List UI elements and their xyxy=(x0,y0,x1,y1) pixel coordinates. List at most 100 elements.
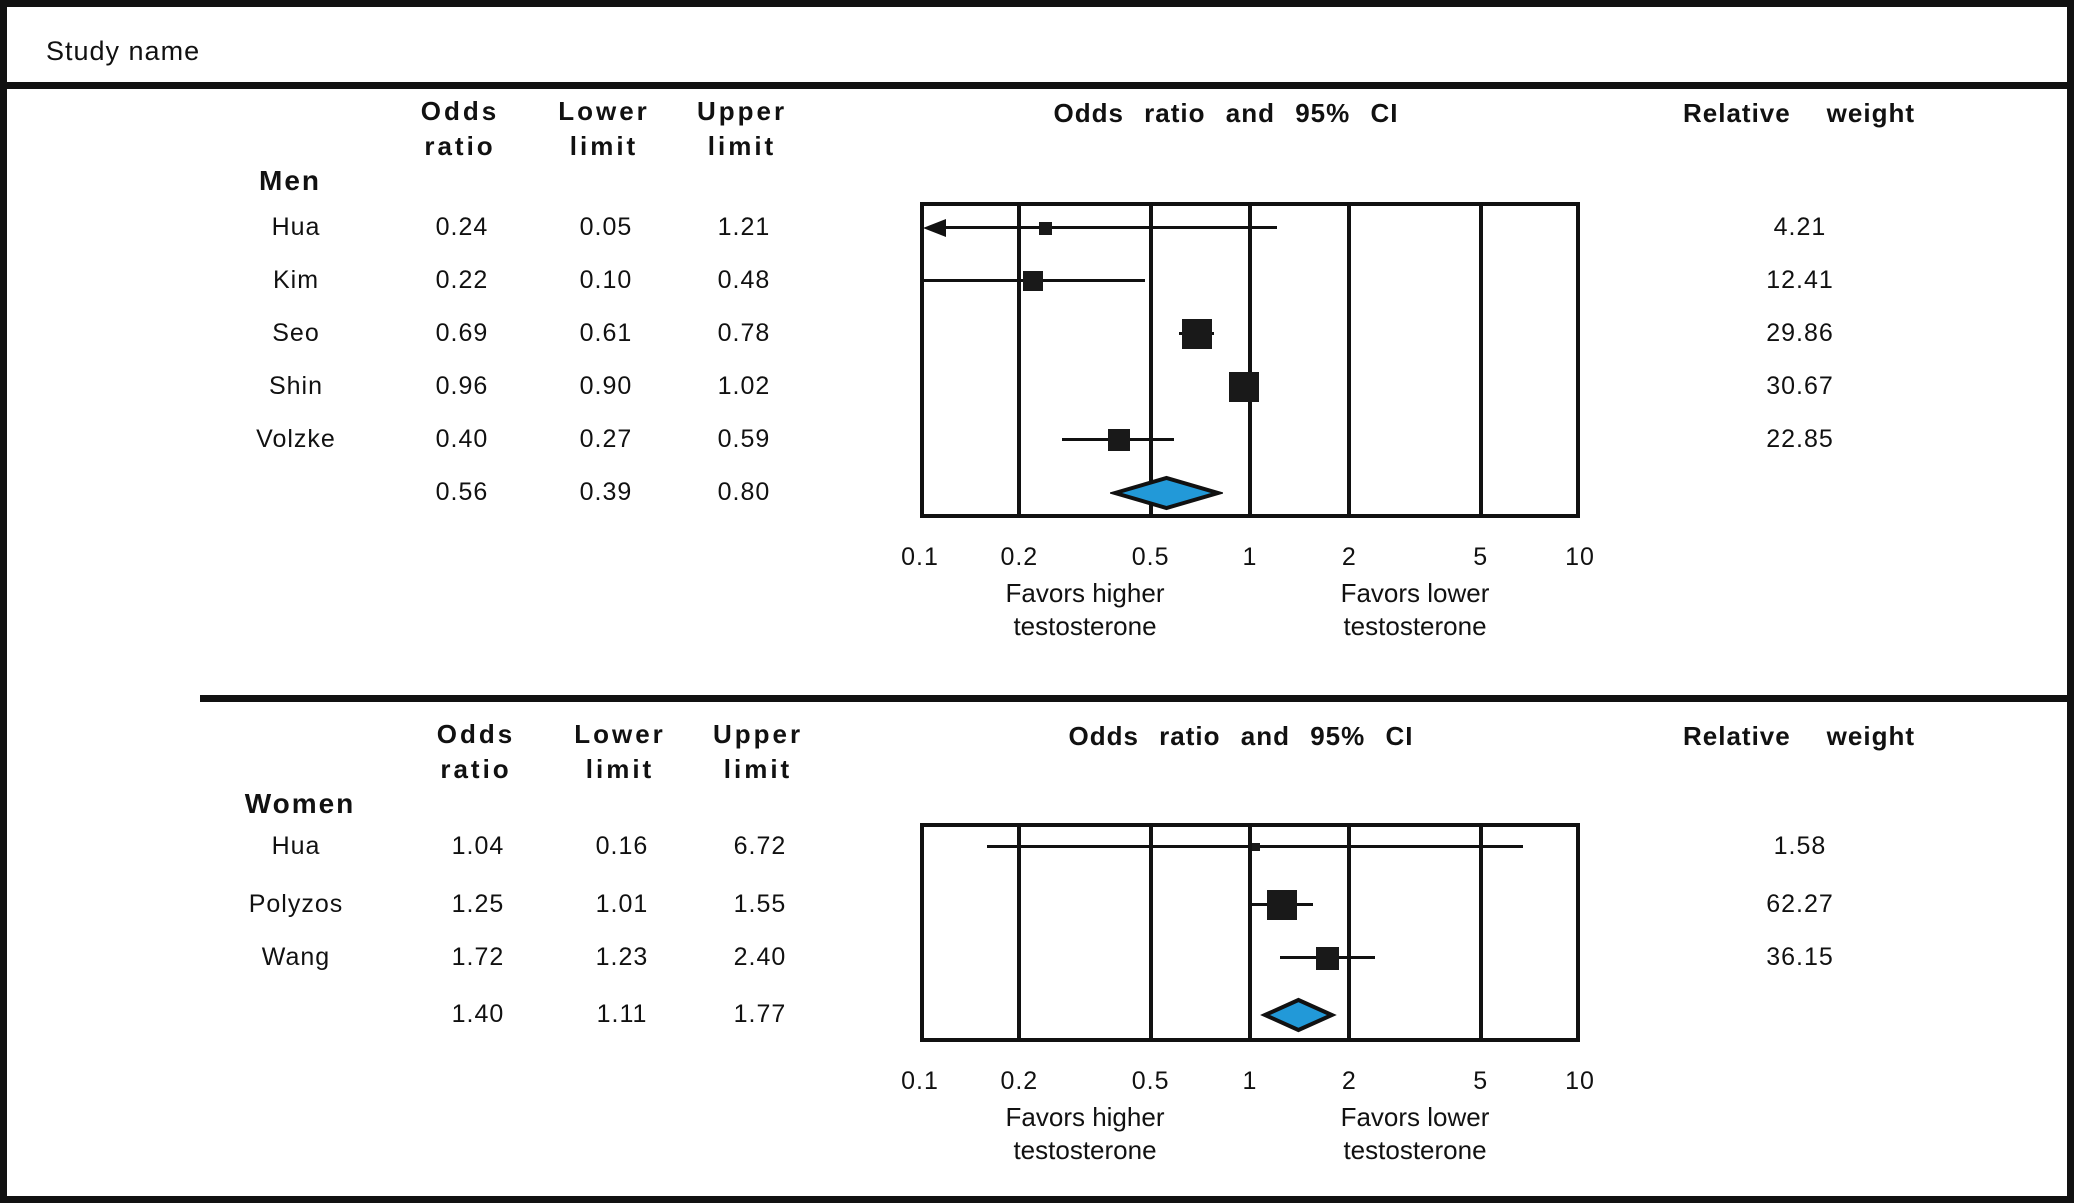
axis-gridline xyxy=(1478,823,1483,1042)
summary-diamond xyxy=(1110,475,1223,511)
upper-limit-header-line2: limit xyxy=(723,754,793,784)
axis-gridline xyxy=(1347,823,1352,1042)
upper-limit-value: 0.78 xyxy=(717,319,771,347)
lower-limit-value: 1.23 xyxy=(595,943,649,971)
lower-limit-value: 0.61 xyxy=(579,319,633,347)
point-estimate-marker xyxy=(1107,429,1130,451)
point-estimate-marker xyxy=(1038,221,1052,235)
upper-limit-value: 1.55 xyxy=(733,890,787,918)
relative-weight-value: 62.27 xyxy=(1766,890,1834,918)
favors-left-line1: Favors higher xyxy=(1005,1102,1165,1132)
header-separator-line xyxy=(0,82,2074,89)
favors-left-line2: testosterone xyxy=(1013,1135,1157,1165)
study-name-cell: Hua xyxy=(271,213,321,241)
group-label-women: Women xyxy=(244,788,356,819)
upper-limit-value: 6.72 xyxy=(733,832,787,860)
summary-lower-limit-value: 1.11 xyxy=(596,1000,648,1028)
upper-limit-column-header: Upper limit xyxy=(657,94,827,164)
lower-limit-value: 1.01 xyxy=(595,890,649,918)
axis-tick-label: 1 xyxy=(1242,543,1258,571)
odds-ratio-header-line2: ratio xyxy=(424,131,496,161)
odds-ratio-column-header: Odds ratio xyxy=(391,717,561,787)
study-name-cell: Polyzos xyxy=(248,890,344,918)
relative-weight-value: 4.21 xyxy=(1773,213,1827,241)
axis-tick-label: 0.1 xyxy=(901,1067,939,1095)
odds-ratio-value: 0.24 xyxy=(435,213,489,241)
lower-limit-header-line1: Lower xyxy=(574,719,666,749)
relative-weight-value: 1.58 xyxy=(1773,832,1827,860)
favors-left-label: Favors higher testosterone xyxy=(945,577,1225,643)
odds-ratio-value: 0.40 xyxy=(435,425,489,453)
favors-right-line2: testosterone xyxy=(1343,1135,1487,1165)
axis-gridline xyxy=(1148,202,1153,518)
relative-weight-word1: Relative xyxy=(1683,98,1791,128)
lower-limit-value: 0.16 xyxy=(595,832,649,860)
summary-upper-limit-value: 0.80 xyxy=(717,478,771,506)
ci-plot-header: Odds ratio and 95% CI xyxy=(1068,721,1414,751)
relative-weight-value: 29.86 xyxy=(1766,319,1834,347)
axis-gridline xyxy=(1017,202,1022,518)
favors-left-line2: testosterone xyxy=(1013,611,1157,641)
study-name-cell: Shin xyxy=(268,372,324,400)
odds-ratio-header-line1: Odds xyxy=(420,96,500,126)
favors-right-line1: Favors lower xyxy=(1340,1102,1490,1132)
lower-limit-value: 0.10 xyxy=(579,266,633,294)
point-estimate-marker xyxy=(1022,271,1043,291)
study-name-cell: Volzke xyxy=(256,425,336,453)
favors-right-label: Favors lower testosterone xyxy=(1275,577,1555,643)
lower-limit-header-line2: limit xyxy=(585,754,655,784)
upper-limit-header-line1: Upper xyxy=(712,719,804,749)
upper-limit-value: 1.21 xyxy=(717,213,771,241)
summary-upper-limit-value: 1.77 xyxy=(733,1000,787,1028)
odds-ratio-header-line2: ratio xyxy=(440,754,512,784)
point-estimate-marker xyxy=(1316,946,1340,970)
study-name-cell: Wang xyxy=(261,943,331,971)
upper-limit-value: 0.48 xyxy=(717,266,771,294)
axis-gridline xyxy=(1148,823,1153,1042)
odds-ratio-value: 1.04 xyxy=(451,832,505,860)
axis-gridline xyxy=(1347,202,1352,518)
relative-weight-value: 30.67 xyxy=(1766,372,1834,400)
summary-diamond-shape xyxy=(1260,997,1337,1033)
upper-limit-value: 1.02 xyxy=(717,372,771,400)
study-name-cell: Kim xyxy=(272,266,320,294)
axis-tick-label: 10 xyxy=(1565,1067,1595,1095)
upper-limit-value: 2.40 xyxy=(733,943,787,971)
axis-gridline xyxy=(1248,202,1252,518)
axis-gridline xyxy=(1248,823,1252,1042)
favors-right-line1: Favors lower xyxy=(1340,578,1490,608)
relative-weight-header: Relative weight xyxy=(1683,721,1915,752)
relative-weight-value: 22.85 xyxy=(1766,425,1834,453)
point-estimate-marker xyxy=(1251,843,1260,851)
ci-truncation-arrow-icon xyxy=(923,219,946,237)
axis-tick-label: 5 xyxy=(1473,543,1489,571)
lower-limit-column-header: Lower limit xyxy=(535,717,705,787)
favors-right-label: Favors lower testosterone xyxy=(1275,1101,1555,1167)
axis-tick-label: 0.5 xyxy=(1131,1067,1170,1095)
axis-tick-label: 0.2 xyxy=(1000,543,1039,571)
upper-limit-header-line2: limit xyxy=(707,131,777,161)
lower-limit-header-line1: Lower xyxy=(558,96,650,126)
odds-ratio-column-header: Odds ratio xyxy=(375,94,545,164)
axis-gridline xyxy=(1017,823,1022,1042)
point-estimate-marker xyxy=(1181,319,1212,349)
odds-ratio-value: 0.96 xyxy=(435,372,489,400)
summary-odds-ratio-value: 0.56 xyxy=(435,478,489,506)
relative-weight-value: 12.41 xyxy=(1766,266,1834,294)
axis-tick-label: 0.2 xyxy=(1000,1067,1039,1095)
lower-limit-column-header: Lower limit xyxy=(519,94,689,164)
upper-limit-column-header: Upper limit xyxy=(673,717,843,787)
lower-limit-value: 0.90 xyxy=(579,372,633,400)
lower-limit-value: 0.27 xyxy=(579,425,633,453)
relative-weight-value: 36.15 xyxy=(1766,943,1834,971)
summary-diamond xyxy=(1260,997,1337,1033)
point-estimate-marker xyxy=(1266,890,1297,920)
odds-ratio-header-line1: Odds xyxy=(436,719,516,749)
study-name-cell: Seo xyxy=(272,319,320,347)
summary-odds-ratio-value: 1.40 xyxy=(451,1000,505,1028)
upper-limit-value: 0.59 xyxy=(717,425,771,453)
summary-diamond-shape xyxy=(1110,475,1223,511)
axis-tick-label: 5 xyxy=(1473,1067,1489,1095)
favors-left-line1: Favors higher xyxy=(1005,578,1165,608)
